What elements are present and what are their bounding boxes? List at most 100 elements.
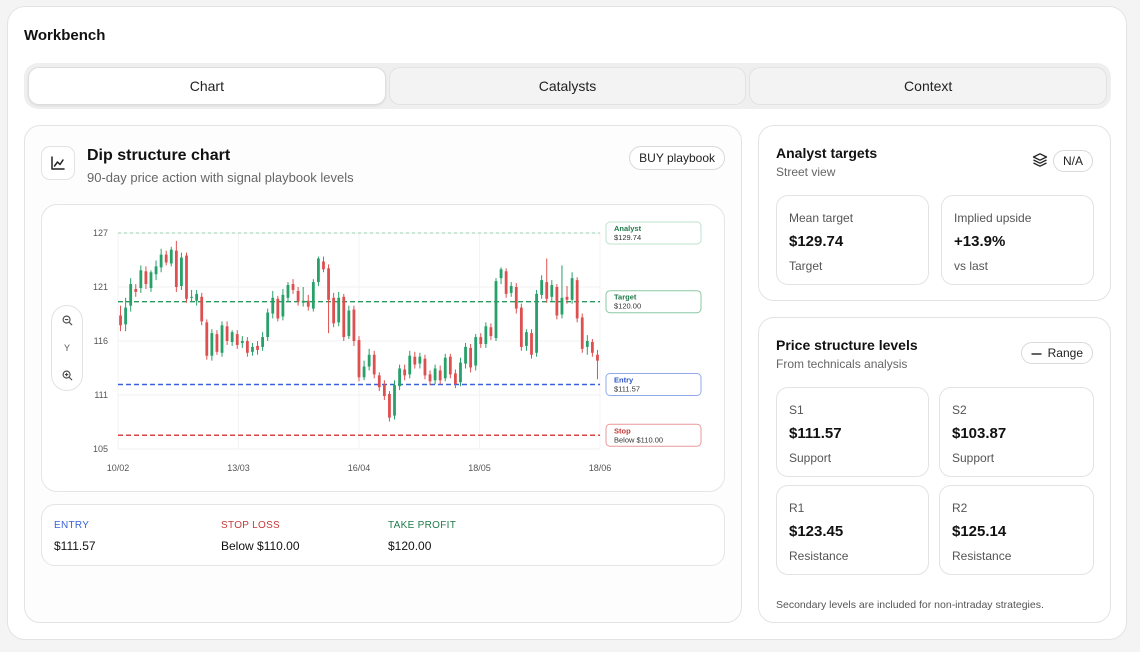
y-tick-label: 116 [94,336,108,346]
candle-body [585,341,589,347]
candle-body [174,250,178,287]
stat-label: S2 [952,403,967,417]
candle-body [190,296,193,298]
tab-context[interactable]: Context [749,67,1108,105]
tab-catalysts[interactable]: Catalysts [388,67,747,105]
candle-body [286,285,290,298]
candle-body [388,394,391,418]
candle-body [530,333,533,355]
stat-value: $129.74 [789,233,844,250]
chart-card-subtitle: 90-day price action with signal playbook… [87,170,354,185]
candle-body [124,307,128,325]
analyst-badge: N/A [1052,150,1093,172]
candle-body [119,315,122,326]
candle-body [525,332,528,346]
candle-body [382,385,386,396]
candle-body [245,341,249,353]
zoom-out-icon[interactable] [62,315,73,326]
y-tick-label: 121 [93,282,108,292]
implied-upside-stat: Implied upside +13.9% vs last [941,195,1094,285]
take-profit-value: $120.00 [388,539,432,553]
candle-body [372,354,376,375]
candle-body [448,356,452,375]
trade-levels: ENTRY $111.57 STOP LOSS Below $110.00 TA… [41,504,725,566]
candle-body [337,297,341,323]
candlestick-chart[interactable]: 127 121 116 111 105 10/02 13/03 16/04 18/05 18/06… [41,204,725,492]
level-tag-name: Entry [614,375,634,384]
structure-footnote: Secondary levels are included for non-in… [776,599,1044,611]
x-tick-label: 16/04 [348,463,371,473]
layers-icon [1032,152,1048,173]
candle-body [570,278,574,300]
stat-sub: Target [789,259,823,273]
candle-body [428,374,432,382]
level-tag-analyst: Analyst$129.74 [605,221,702,245]
tab-bar: Chart Catalysts Context [24,63,1111,109]
candle-body [139,270,143,288]
candle-body [215,334,219,352]
level-tag-box [605,372,702,396]
candle-body [327,268,330,300]
r1-stat: R1 $123.45 Resistance [776,485,929,575]
candle-body [560,297,564,315]
candle-body [169,249,173,264]
stop-loss-level: STOP LOSS Below $110.00 [221,520,300,553]
level-tag-value: Below $110.00 [614,435,663,444]
stat-value: $125.14 [952,523,1007,540]
level-tag-value: $129.74 [614,233,641,242]
candle-body [296,290,300,302]
level-tag-name: Analyst [614,224,642,233]
take-profit-level: TAKE PROFIT $120.00 [388,520,456,553]
stat-label: R2 [952,501,968,515]
candle-body [225,326,229,341]
candle-body [301,300,305,303]
zoom-control: Y [51,305,83,391]
dip-structure-card: Dip structure chart 90-day price action … [24,125,742,623]
candle-body [342,296,346,338]
range-badge-label: Range [1047,346,1083,360]
candle-body [180,257,183,287]
candle-body [347,310,351,337]
candle-body [575,280,579,319]
candle-body [489,327,493,337]
page-title: Workbench [24,27,106,44]
candle-body [134,288,138,292]
stat-label: Implied upside [954,211,1032,225]
candle-body [403,369,407,376]
stat-sub: Support [952,451,995,465]
candle-body [545,282,549,299]
y-tick-label: 111 [94,390,108,400]
stat-label: S1 [789,403,804,417]
candle-body [281,294,285,317]
candle-body [413,356,417,365]
stat-value: +13.9% [954,233,1006,250]
candle-body [398,368,401,387]
zoom-in-icon[interactable] [62,370,73,381]
candle-body [266,312,270,338]
workbench-panel: Workbench Chart Catalysts Context Dip st… [7,6,1127,640]
candle-body [438,370,442,381]
stat-value: $123.45 [789,523,844,540]
candle-body [479,337,483,344]
candle-body [357,340,361,378]
stat-value: $103.87 [952,425,1007,442]
candle-body [418,356,422,364]
candle-body [317,258,320,283]
stat-label: Mean target [789,211,854,225]
entry-level-key: ENTRY [54,520,90,531]
stat-sub: vs last [954,259,989,273]
analyst-subtitle: Street view [776,165,836,179]
stat-sub: Resistance [952,549,1012,563]
candle-body [352,309,356,341]
candle-body [499,269,503,279]
candle-body [454,373,457,385]
level-tag-target: Target$120.00 [605,290,702,314]
level-tag-entry: Entry$111.57 [605,372,702,396]
y-tick-label: 105 [93,444,108,454]
candle-body [464,346,467,364]
analyst-targets-card: Analyst targets Street view N/A Mean tar… [758,125,1111,301]
chart-svg: 127 121 116 111 105 10/02 13/03 16/04 18/05 18/06… [93,221,702,473]
tab-chart[interactable]: Chart [28,67,386,105]
candle-body [367,354,371,367]
level-tag-name: Stop [614,426,631,435]
